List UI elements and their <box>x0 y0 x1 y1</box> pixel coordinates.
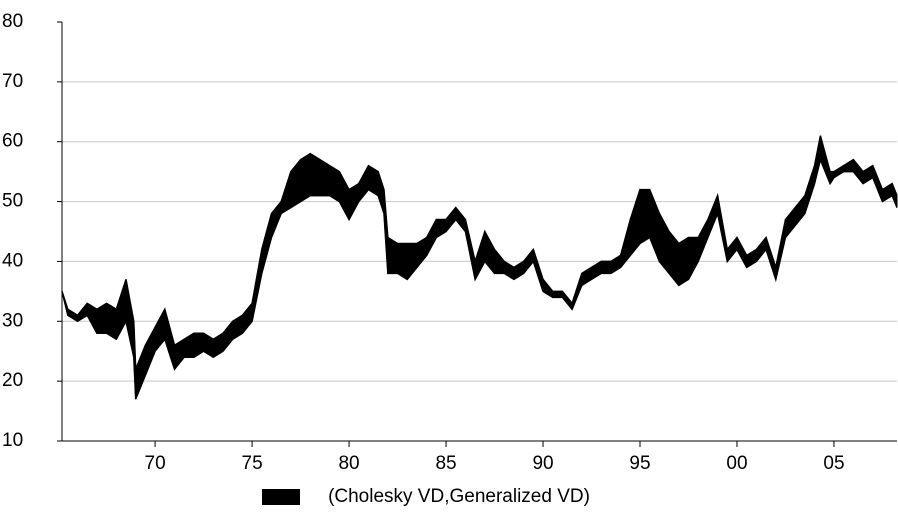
x-tick-label: 95 <box>629 453 650 474</box>
series-line <box>61 157 898 400</box>
y-tick-label: 30 <box>2 310 23 331</box>
x-tick-label: 70 <box>145 453 166 474</box>
y-tick-label: 80 <box>2 11 23 32</box>
x-tick-label: 05 <box>823 453 844 474</box>
legend-label: (Cholesky VD,Generalized VD) <box>328 486 590 507</box>
x-tick-label: 90 <box>532 453 553 474</box>
x-tick-label: 00 <box>726 453 747 474</box>
series-line <box>61 135 898 370</box>
y-tick-label: 10 <box>2 430 23 451</box>
y-tick-label: 50 <box>2 191 23 212</box>
x-tick-label: 75 <box>242 453 263 474</box>
y-tick-label: 20 <box>2 370 23 391</box>
y-tick-label: 60 <box>2 131 23 152</box>
x-tick-label: 80 <box>338 453 359 474</box>
y-tick-label: 70 <box>2 71 23 92</box>
x-tick-label: 85 <box>435 453 456 474</box>
y-tick-label: 40 <box>2 250 23 271</box>
legend-swatch <box>262 489 300 505</box>
